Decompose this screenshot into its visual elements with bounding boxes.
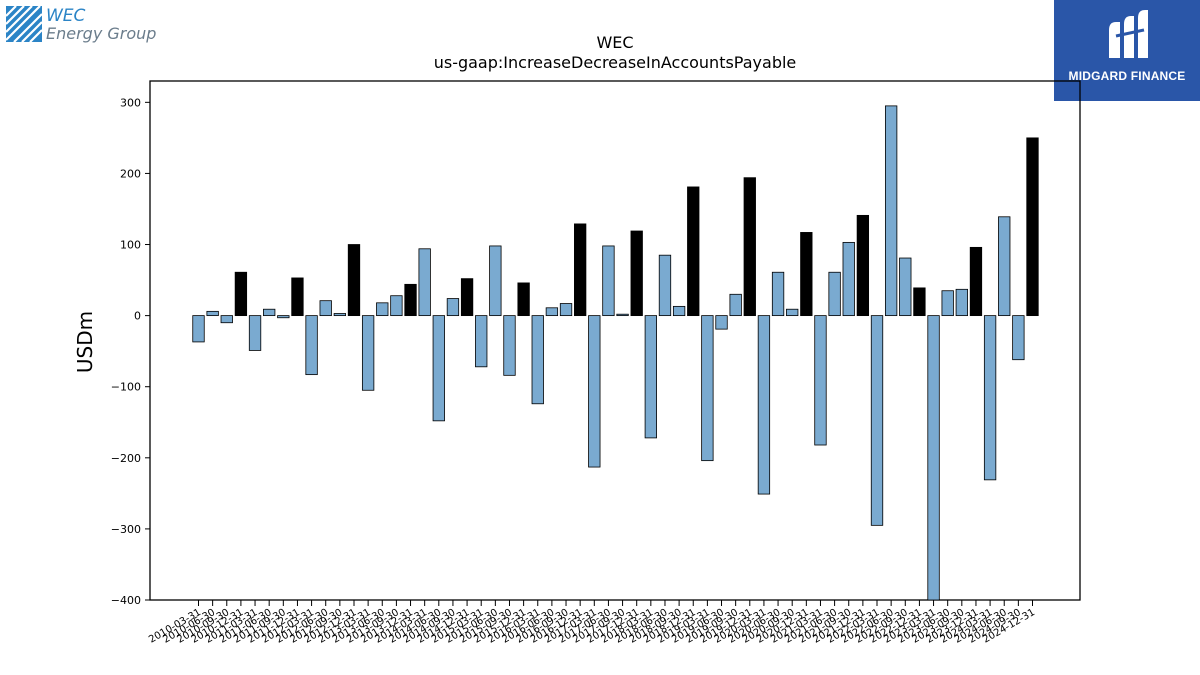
- bar: [234, 271, 248, 317]
- bar: [545, 307, 559, 317]
- bar: [418, 248, 431, 317]
- bar: [786, 308, 799, 317]
- bar: [574, 223, 587, 317]
- bar: [1012, 315, 1025, 361]
- bar: [828, 271, 841, 317]
- bar: [814, 315, 827, 446]
- bar: [969, 246, 983, 317]
- bar: [432, 315, 445, 422]
- y-tick-label: −400: [111, 594, 141, 607]
- bar: [347, 244, 361, 317]
- bar: [687, 186, 700, 317]
- bar: [503, 315, 516, 376]
- y-tick-label: 200: [120, 167, 141, 180]
- bar: [913, 287, 926, 317]
- y-tick-label: −100: [111, 381, 141, 394]
- bar: [729, 293, 742, 317]
- y-tick-label: 100: [120, 239, 141, 252]
- bar: [602, 245, 615, 317]
- bar: [616, 313, 629, 317]
- x-axis: 2010-03-312010-06-302010-09-302010-12-31…: [147, 600, 1037, 646]
- bar: [475, 315, 488, 368]
- bar: [884, 105, 898, 317]
- wec-energy-group-logo: WEC Energy Group: [6, 6, 166, 46]
- midgard-m-icon: [1109, 10, 1148, 58]
- y-tick-label: −300: [111, 523, 141, 536]
- bar: [701, 315, 714, 462]
- y-tick-label: 0: [134, 310, 141, 323]
- bar: [446, 298, 460, 317]
- bar: [658, 254, 672, 317]
- bar: [559, 303, 573, 317]
- bar: [489, 245, 502, 317]
- bar: [220, 315, 233, 324]
- bar: [291, 277, 304, 317]
- bar: [517, 282, 530, 317]
- bar: [248, 315, 262, 351]
- chart-subtitle: us-gaap:IncreaseDecreaseInAccountsPayabl…: [434, 53, 797, 72]
- bar: [305, 315, 318, 376]
- bar: [404, 283, 417, 317]
- logo-line2: Energy Group: [46, 24, 157, 43]
- midgard-finance-logo: MIDGARD FINANCE: [1054, 0, 1200, 101]
- wec-stripes-icon: [6, 6, 42, 42]
- bar: [1026, 137, 1039, 317]
- bar: [998, 216, 1011, 317]
- bar: [856, 214, 870, 317]
- bar: [277, 315, 290, 319]
- bar: [630, 230, 643, 317]
- plot-frame: [149, 80, 1081, 601]
- bar: [206, 310, 219, 317]
- bar: [983, 315, 997, 481]
- bar: [800, 232, 813, 317]
- bar: [390, 295, 403, 317]
- bar: [715, 315, 728, 330]
- logo-line1: WEC: [46, 6, 86, 26]
- bar: [899, 257, 912, 317]
- bar: [771, 271, 785, 317]
- bar: [376, 302, 389, 317]
- bar: [955, 288, 968, 317]
- bar: [672, 305, 686, 317]
- bars-group: [192, 105, 1039, 601]
- bar: [319, 300, 332, 317]
- bar: [644, 315, 657, 439]
- bar: [743, 177, 756, 317]
- bar: [842, 241, 855, 317]
- bar: [588, 315, 601, 468]
- bar: [460, 278, 474, 317]
- bar: [263, 308, 276, 317]
- bar: [941, 290, 954, 317]
- y-tick-label: 300: [120, 96, 141, 109]
- y-axis-label: USDm: [73, 311, 97, 373]
- bar: [361, 315, 375, 391]
- bar: [192, 315, 205, 343]
- bar: [531, 315, 544, 405]
- bar: [927, 315, 940, 601]
- chart-title: WEC: [596, 33, 633, 52]
- bar: [870, 315, 884, 526]
- y-tick-label: −200: [111, 452, 141, 465]
- bar: [333, 313, 347, 317]
- midgard-finance-name: MIDGARD FINANCE: [1068, 69, 1186, 83]
- y-axis: −400 −300 −200 −100 0 100 200 300: [111, 96, 150, 607]
- bar: [757, 315, 771, 495]
